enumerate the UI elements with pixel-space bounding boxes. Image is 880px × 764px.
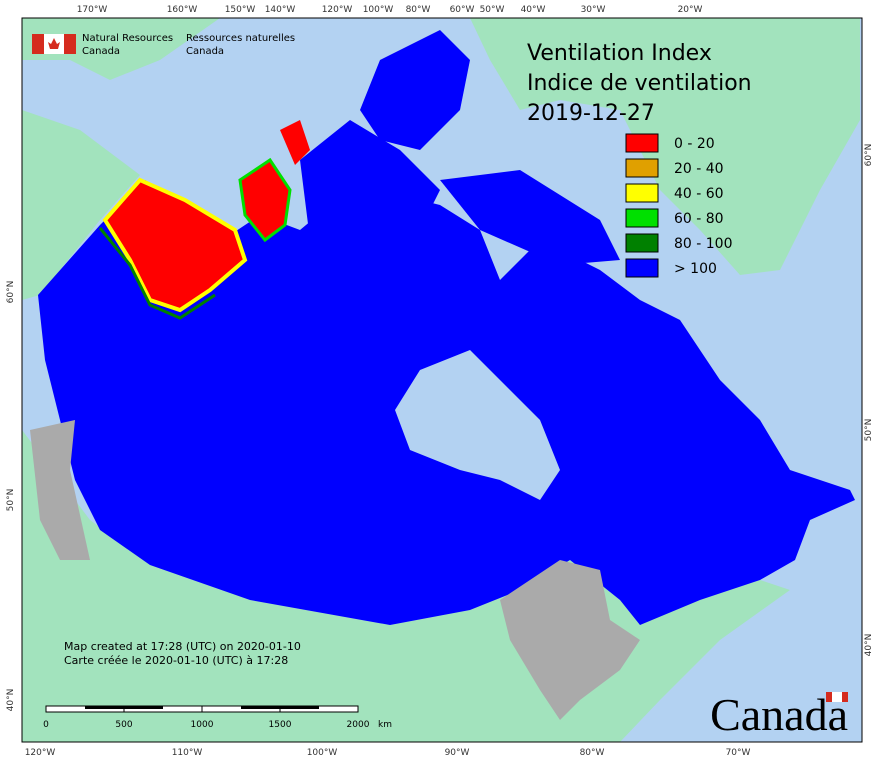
graticule-label: 100°W [307,748,338,758]
greenland [470,18,860,275]
legend-swatch [625,183,659,203]
graticule-label: 50°W [480,5,505,15]
scale-label: 1000 [191,720,214,730]
agency-name: Ressources naturelles [186,33,295,44]
scale-segment [85,706,124,709]
alaska [22,110,140,300]
graticule-label: 40°W [521,5,546,15]
no-data [30,420,90,560]
graticule-label: 40°N [864,634,874,657]
graticule-label: 170°W [77,5,108,15]
legend-swatch [625,258,659,278]
graticule-label: 80°W [580,748,605,758]
scale-label: 500 [115,720,132,730]
map-body [22,18,862,742]
island [440,170,620,265]
legend-label: 60 - 80 [674,211,724,227]
graticule-label: 150°W [225,5,256,15]
map-title: 2019-12-27 [527,101,655,126]
graticule-label: 120°W [322,5,353,15]
scale-unit: km [378,720,392,730]
legend-swatch [625,233,659,253]
legend-label: 20 - 40 [674,161,724,177]
flag [32,34,76,54]
graticule-label: 50°N [6,489,16,512]
map-title: Indice de ventilation [527,71,752,96]
agency-name: Natural Resources [82,33,173,44]
island [360,30,470,150]
graticule-label: 140°W [265,5,296,15]
graticule-label: 50°N [864,419,874,442]
legend-swatch [625,158,659,178]
wordmark-flag [826,692,848,702]
island-red [238,157,292,243]
credit: Map created at 17:28 (UTC) on 2020-01-10 [64,640,301,653]
russia [22,18,220,80]
graticule-label: 30°W [581,5,606,15]
graticule-label: 100°W [363,5,394,15]
graticule-label: 110°W [172,748,203,758]
map-title: Ventilation Index [527,41,712,66]
scale-segment [124,706,163,709]
graticule-label: 60°N [864,144,874,167]
graticule-label: 60°N [6,281,16,304]
graticule-label: 20°W [678,5,703,15]
scale-label: 1500 [269,720,292,730]
graticule-label: 40°N [6,689,16,712]
agency-name: Canada [82,46,120,57]
legend-swatch [625,133,659,153]
legend-label: 0 - 20 [674,136,715,152]
island [300,120,440,250]
graticule-label: 70°W [726,748,751,758]
legend-swatch [625,208,659,228]
scale-segment [280,706,319,709]
credit: Carte créée le 2020-01-10 (UTC) à 17:28 [64,654,288,667]
map-frame [21,17,863,743]
scale-label: 0 [43,720,49,730]
low-index-region [102,177,248,313]
graticule-label: 90°W [445,748,470,758]
legend-label: 80 - 100 [674,236,733,252]
island-red [280,120,310,165]
low-index-edge [98,227,216,320]
hudson-bay [395,350,560,500]
graticule-label: 120°W [25,748,56,758]
legend-label: 40 - 60 [674,186,724,202]
texts: Natural Resources Canada Ressources nature… [6,5,874,758]
graticule-label: 160°W [167,5,198,15]
graticule-label: 80°W [406,5,431,15]
wordmark: Canada [710,689,848,740]
agency-name: Canada [186,46,224,57]
scale-segment [241,706,280,709]
scale-label: 2000 [347,720,370,730]
graticule-label: 60°W [450,5,475,15]
legend-label: > 100 [674,261,717,277]
no-data [500,560,640,720]
